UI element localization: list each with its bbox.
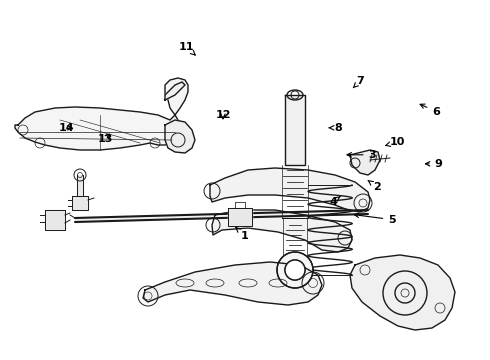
Text: 10: 10 xyxy=(386,137,405,147)
Polygon shape xyxy=(72,196,88,210)
Polygon shape xyxy=(212,210,352,252)
Polygon shape xyxy=(210,168,370,212)
Polygon shape xyxy=(45,210,65,230)
Text: 7: 7 xyxy=(353,76,364,87)
Text: 9: 9 xyxy=(425,159,442,169)
Ellipse shape xyxy=(277,252,313,288)
Text: 13: 13 xyxy=(98,134,113,144)
Text: 14: 14 xyxy=(58,123,74,133)
Polygon shape xyxy=(77,175,83,196)
Polygon shape xyxy=(228,208,252,226)
Polygon shape xyxy=(165,82,185,100)
Polygon shape xyxy=(165,120,195,153)
Polygon shape xyxy=(143,262,322,305)
Text: 4: 4 xyxy=(329,197,340,207)
Text: 3: 3 xyxy=(347,150,376,160)
Text: 8: 8 xyxy=(329,123,342,133)
Text: 11: 11 xyxy=(178,42,195,55)
Polygon shape xyxy=(350,255,455,330)
Text: 12: 12 xyxy=(215,110,231,120)
Polygon shape xyxy=(15,78,188,150)
Polygon shape xyxy=(350,150,380,175)
Circle shape xyxy=(285,260,305,280)
Polygon shape xyxy=(75,210,368,222)
Text: 5: 5 xyxy=(354,213,396,225)
Polygon shape xyxy=(285,95,305,165)
Text: 6: 6 xyxy=(420,104,440,117)
Text: 1: 1 xyxy=(236,228,249,241)
Text: 2: 2 xyxy=(368,180,381,192)
